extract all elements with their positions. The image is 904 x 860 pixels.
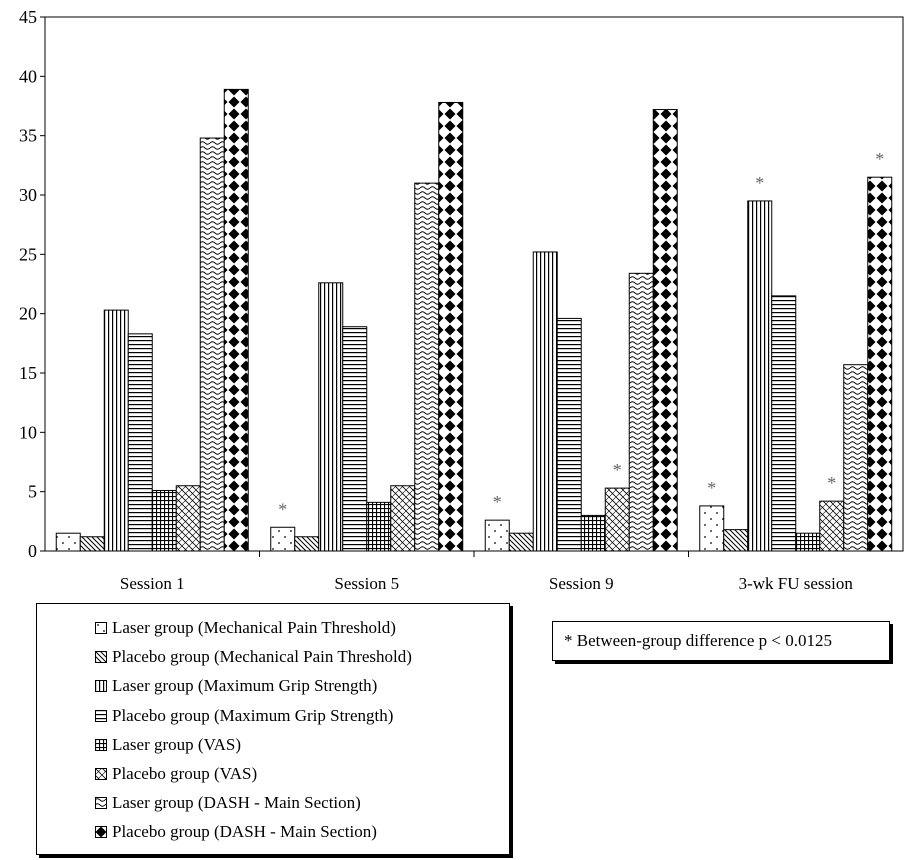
y-tick-label: 20 bbox=[19, 304, 37, 324]
bar-grid bbox=[795, 532, 821, 552]
bar-diamonds bbox=[652, 109, 678, 552]
bar-diamonds bbox=[438, 101, 464, 552]
significance-asterisk: * bbox=[278, 499, 287, 519]
y-tick-label: 25 bbox=[19, 244, 37, 264]
bar-diag-lines bbox=[294, 536, 320, 552]
chart-axes bbox=[40, 16, 904, 557]
bar-vertical-lines bbox=[747, 200, 773, 552]
bar-horizontal-lines bbox=[556, 317, 582, 552]
significance-asterisk: * bbox=[493, 492, 502, 512]
significance-asterisk: * bbox=[707, 478, 716, 498]
y-tick-label: 40 bbox=[19, 66, 37, 86]
significance-note: * Between-group difference p < 0.0125 bbox=[552, 621, 890, 661]
legend-label: Laser group (Maximum Grip Strength) bbox=[112, 676, 378, 696]
bar-horizontal-lines bbox=[127, 333, 153, 552]
bar-waves bbox=[414, 182, 440, 552]
bar-grid bbox=[580, 514, 606, 552]
significance-asterisk: * bbox=[613, 460, 622, 480]
legend-item: Placebo group (Mechanical Pain Threshold… bbox=[95, 644, 412, 670]
bar-diamonds bbox=[867, 176, 893, 552]
x-tick-label: 3-wk FU session bbox=[739, 574, 854, 593]
bar-waves bbox=[199, 137, 225, 552]
y-tick-label: 35 bbox=[19, 126, 37, 146]
y-tick-label: 15 bbox=[19, 363, 37, 383]
bar-diag-cross bbox=[175, 485, 201, 552]
legend-label: Laser group (Mechanical Pain Threshold) bbox=[112, 618, 396, 637]
bar-diag-lines bbox=[508, 532, 534, 552]
bar-grid bbox=[151, 489, 177, 552]
y-tick-label: 0 bbox=[28, 541, 37, 561]
legend-swatch bbox=[95, 797, 107, 810]
bar-grid bbox=[366, 501, 392, 552]
legend-swatch bbox=[95, 826, 107, 839]
legend-swatch bbox=[95, 680, 107, 693]
legend-swatch bbox=[95, 709, 107, 722]
legend-item: Placebo group (DASH - Main Section) bbox=[95, 819, 377, 845]
legend-swatch bbox=[95, 651, 107, 664]
bar-diag-cross bbox=[604, 487, 630, 552]
significance-note-text: * Between-group difference p < 0.0125 bbox=[564, 631, 832, 650]
significance-asterisk: * bbox=[755, 173, 764, 193]
bar-vertical-lines bbox=[532, 251, 558, 552]
chart-bars bbox=[55, 88, 893, 552]
legend-item: Laser group (Mechanical Pain Threshold) bbox=[95, 615, 396, 641]
y-tick-label: 5 bbox=[28, 482, 37, 502]
legend-item: Placebo group (VAS) bbox=[95, 761, 257, 787]
bar-dots bbox=[270, 526, 296, 552]
legend-label: Placebo group (Mechanical Pain Threshold… bbox=[112, 647, 412, 667]
bar-vertical-lines bbox=[103, 309, 129, 552]
bar-diag-cross bbox=[819, 500, 845, 552]
significance-asterisk: * bbox=[827, 473, 836, 493]
significance-asterisk: * bbox=[875, 149, 884, 169]
x-tick-label: Session 1 bbox=[120, 574, 185, 593]
y-tick-label: 30 bbox=[19, 185, 37, 205]
x-tick-label: Session 9 bbox=[549, 574, 614, 593]
bar-vertical-lines bbox=[318, 282, 344, 552]
x-tick-label: Session 5 bbox=[334, 574, 399, 593]
bar-diag-lines bbox=[79, 536, 105, 552]
legend-item: Placebo group (Maximum Grip Strength) bbox=[95, 703, 393, 729]
bar-horizontal-lines bbox=[342, 326, 368, 552]
legend: Laser group (Mechanical Pain Threshold) P… bbox=[36, 603, 510, 855]
bar-diag-lines bbox=[723, 529, 749, 552]
bar-horizontal-lines bbox=[771, 295, 797, 552]
legend-label: Placebo group (Maximum Grip Strength) bbox=[112, 705, 394, 725]
bar-waves bbox=[843, 364, 869, 552]
legend-item: Laser group (Maximum Grip Strength) bbox=[95, 673, 377, 699]
bar-dots bbox=[55, 532, 81, 552]
y-tick-label: 45 bbox=[19, 7, 37, 27]
legend-label: Laser group (DASH - Main Section) bbox=[112, 793, 361, 813]
chart-labels: 0 5 10 15 20 25 30 35 40 45 Session 1 Session 5 Sess… bbox=[19, 7, 884, 593]
bar-dots bbox=[484, 519, 510, 552]
legend-swatch bbox=[95, 768, 107, 780]
bar-waves bbox=[628, 272, 654, 552]
bar-chart: 0 5 10 15 20 25 30 35 40 45 Session 1 Session 5 Sess… bbox=[19, 7, 904, 593]
bar-dots bbox=[699, 505, 725, 552]
legend-label: Laser group (VAS) bbox=[112, 734, 242, 754]
bar-diag-cross bbox=[390, 485, 416, 552]
legend-item: Laser group (VAS) bbox=[95, 732, 241, 758]
legend-swatch bbox=[95, 738, 107, 751]
legend-label: Placebo group (DASH - Main Section) bbox=[112, 822, 377, 842]
y-tick-label: 10 bbox=[19, 422, 37, 442]
legend-item: Laser group (DASH - Main Section) bbox=[95, 790, 361, 816]
legend-swatch bbox=[95, 622, 107, 634]
legend-label: Placebo group (VAS) bbox=[112, 764, 258, 783]
bar-diamonds bbox=[223, 88, 249, 552]
